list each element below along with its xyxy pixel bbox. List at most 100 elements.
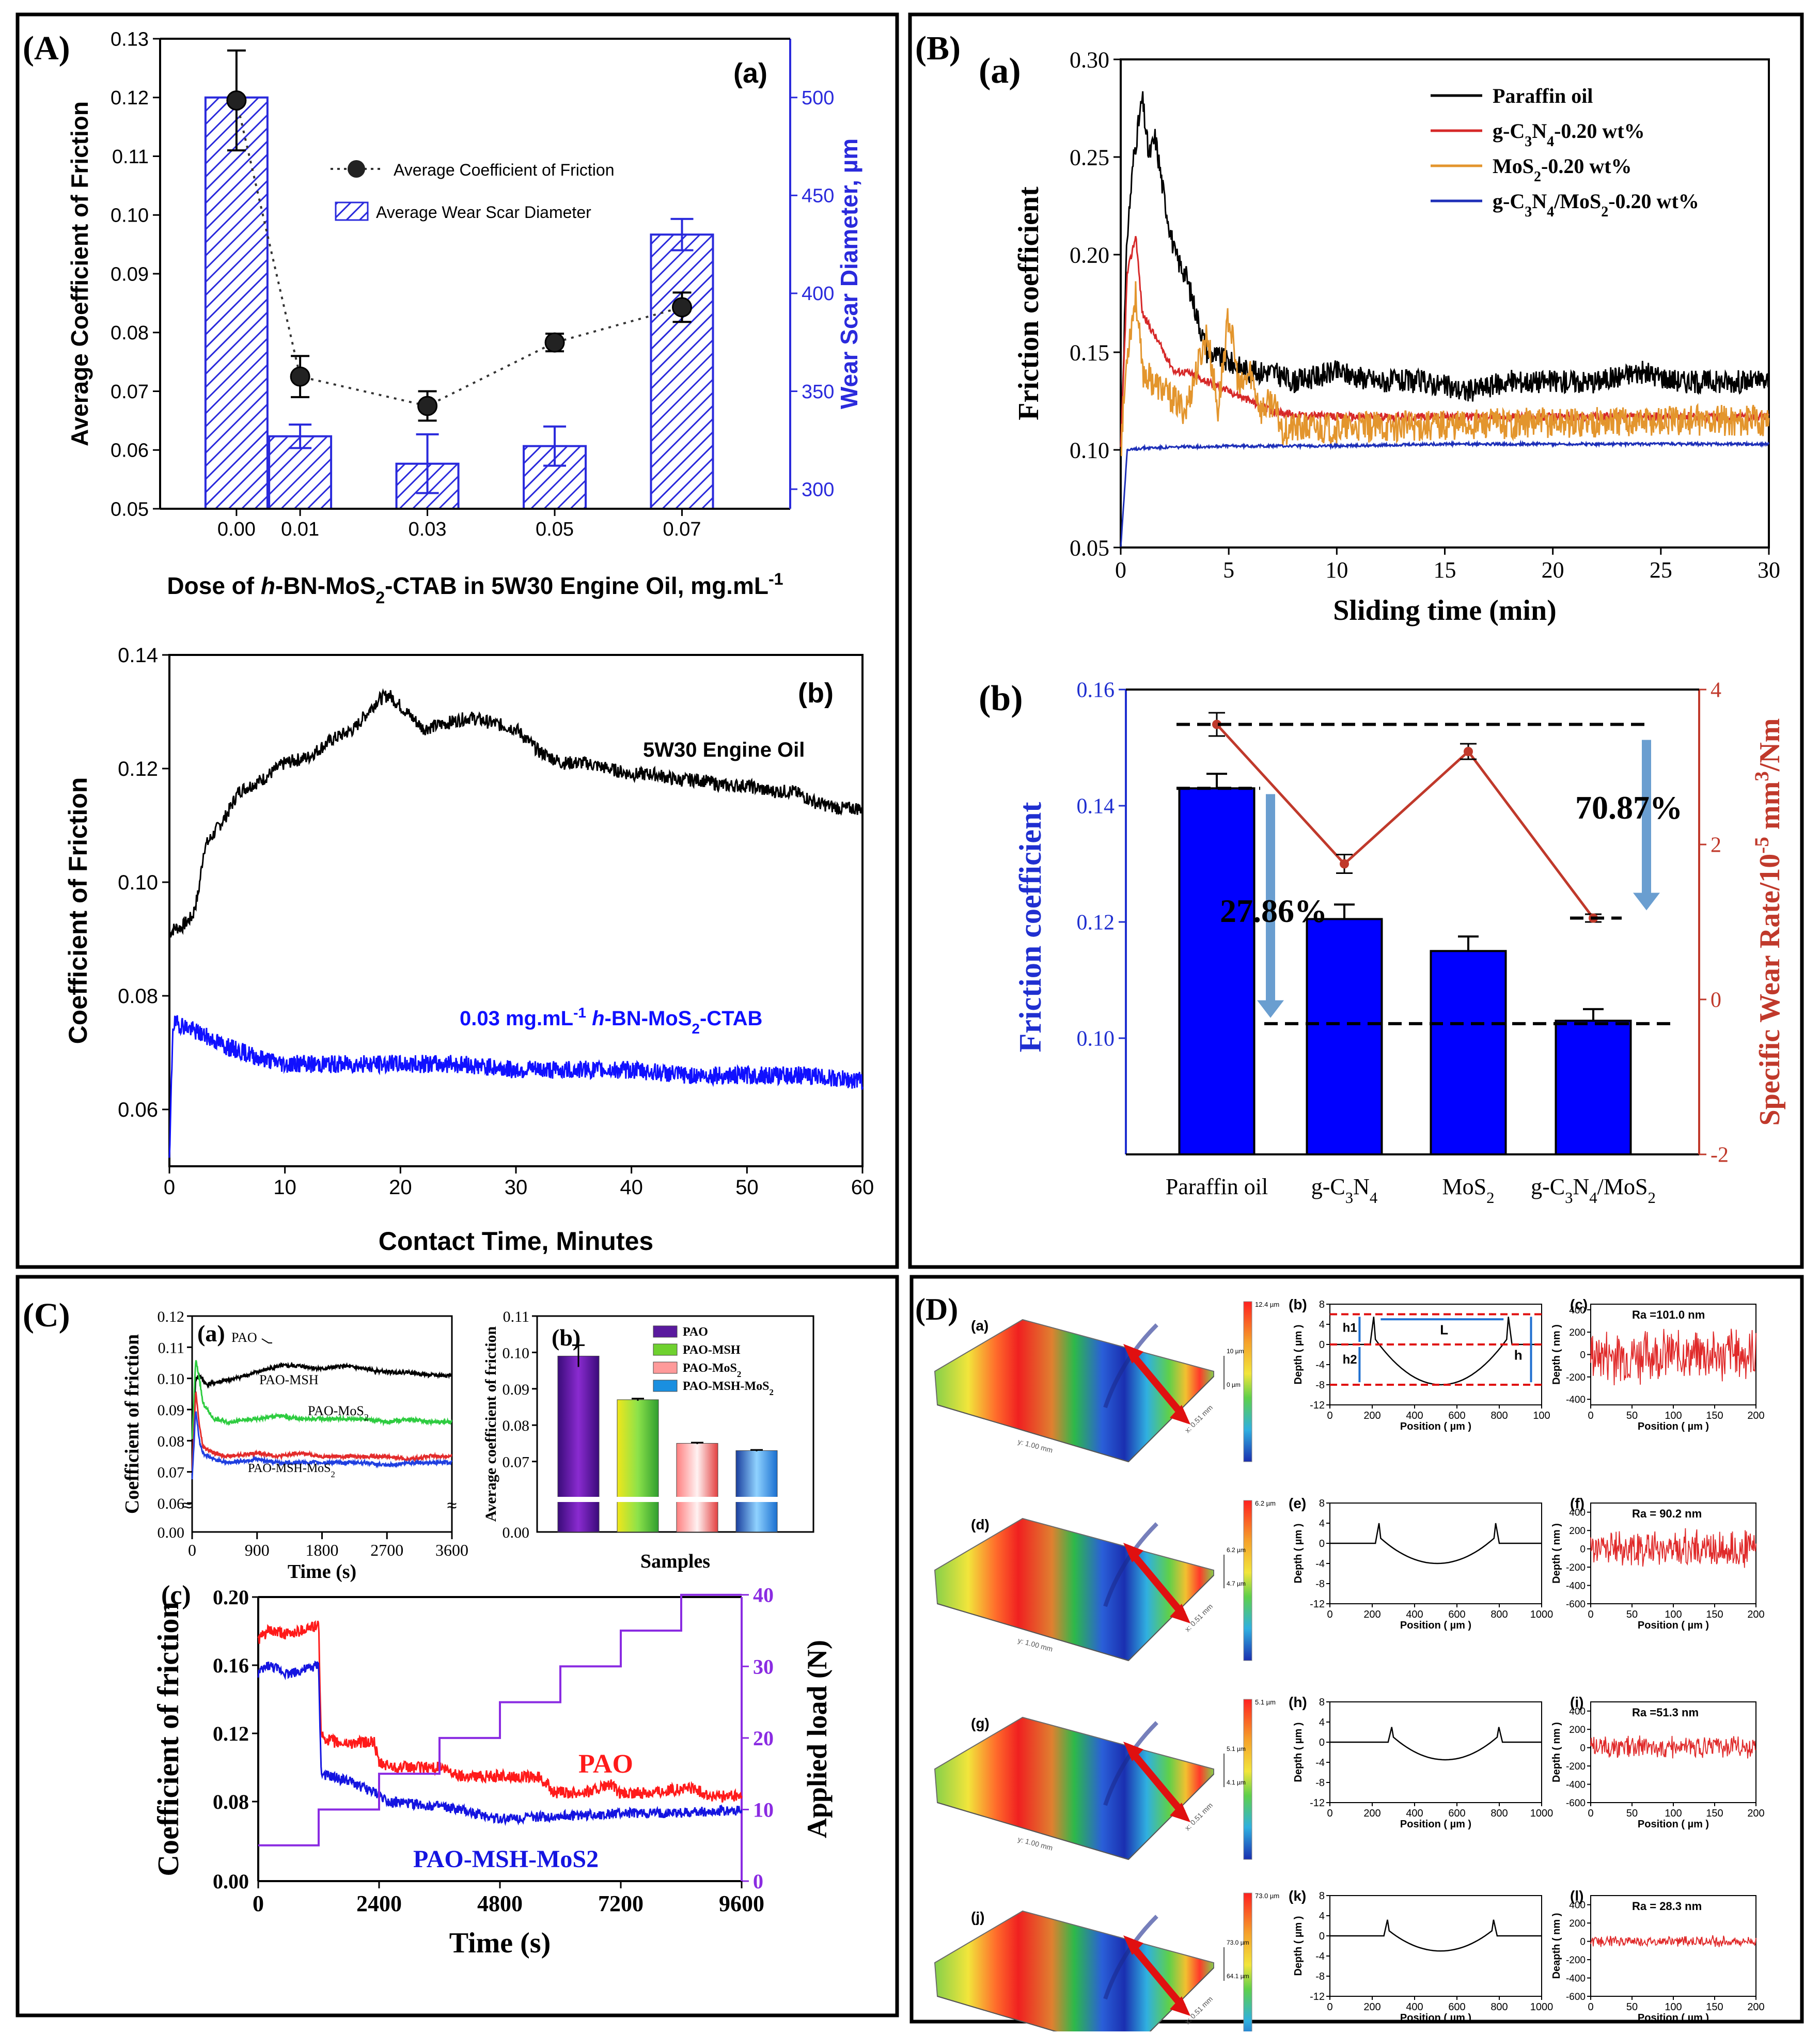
wear-direction-head <box>1170 1604 1190 1623</box>
label-part: 2 <box>692 1021 700 1037</box>
friction-bar <box>1178 787 1256 1155</box>
wear-marker <box>1464 747 1473 756</box>
wear-direction-arrow <box>1128 1942 1186 2009</box>
chart-A-b: 0.06 0.08 0.10 0.12 0.14 0 10 20 30 40 50 60 Contact… <box>64 644 874 1256</box>
axis-break-band <box>538 1497 812 1502</box>
y-tick-label: 500 <box>802 87 834 109</box>
x-tick-label: 0 <box>1327 2001 1332 2013</box>
series-label-pao: PAO <box>231 1330 257 1345</box>
roughness-line <box>1590 1735 1756 1759</box>
y-tick-label: -2 <box>1711 1144 1729 1167</box>
x-axis-label: Sliding time (min) <box>1333 594 1556 627</box>
x-tick-label: 800 <box>1490 1410 1508 1421</box>
roughness-label: (i) <box>1570 1694 1583 1710</box>
wear-direction-head <box>1170 1803 1190 1822</box>
y-tick-label: 8 <box>1319 1890 1325 1902</box>
x-axis-label: Samples <box>640 1551 710 1572</box>
label-part: 2 <box>364 1412 369 1422</box>
y-tick-label: 0.12 <box>111 87 149 109</box>
y-tick-label: 0 <box>1580 1544 1586 1555</box>
x-tick-label: 0 <box>253 1891 264 1916</box>
depth-profile-line <box>1330 1727 1542 1761</box>
label-part: 3 <box>1525 204 1532 220</box>
label-part: mm <box>1754 781 1786 837</box>
label-part: PAO-MSH <box>683 1343 741 1357</box>
y-tick-label: -200 <box>1566 1562 1586 1573</box>
x-tick-label: 400 <box>1406 1808 1423 1819</box>
series-line-1 <box>191 1362 453 1440</box>
y-tick-label: 0.10 <box>158 1371 185 1388</box>
axes-frame <box>1120 58 1770 549</box>
legend-swatch <box>653 1343 678 1356</box>
y-tick-label: 200 <box>1569 1526 1586 1537</box>
annotation-wear-reduction: 70.87% <box>1575 789 1683 826</box>
y-tick-label: -4 <box>1315 1359 1325 1371</box>
y-tick-label: -400 <box>1566 1581 1586 1592</box>
label-part: PAO-MoS <box>683 1362 737 1375</box>
series-line-1 <box>1120 91 1770 451</box>
label-part: 2 <box>375 588 385 607</box>
legend-label: g-C3N4/MoS2-0.20 wt% <box>1493 190 1699 220</box>
surface-label: (a) <box>971 1318 989 1334</box>
y-tick-label: -12 <box>1310 1991 1325 2002</box>
x-tick-label: 1800 <box>306 1541 339 1559</box>
surface-axis-x <box>1147 1967 1214 2034</box>
wear-direction-head <box>1170 1405 1190 1425</box>
label-part: -BN-MoS <box>605 1007 692 1030</box>
x-tick-label: 200 <box>1363 2001 1380 2013</box>
label-part: PAO-MSH-MoS <box>683 1380 770 1393</box>
y-tick-label: 0.09 <box>158 1402 185 1419</box>
x-tick-label: 0.01 <box>281 519 319 540</box>
x-axis-label: Position ( µm ) <box>1400 1421 1471 1432</box>
y-tick-label: 8 <box>1319 1299 1325 1310</box>
y-tick-label: 0.05 <box>1070 535 1109 560</box>
series-line-4 <box>1120 440 1770 547</box>
legend-label: Average Coefficient of Friction <box>394 161 614 179</box>
y-tick-label: 400 <box>1569 1707 1586 1717</box>
x-tick-label: 0 <box>1327 1808 1332 1819</box>
x-tick-label: 30 <box>505 1176 528 1199</box>
x-tick-label: 800 <box>1490 1808 1508 1819</box>
legend-label: PAO-MSH <box>683 1343 741 1357</box>
label-part: -1 <box>573 1005 586 1021</box>
label-part: g-C <box>1493 119 1525 143</box>
axes-frame <box>1329 1304 1542 1405</box>
y-tick-label: 4 <box>1319 1518 1325 1529</box>
legend-marker <box>348 160 365 178</box>
wear-direction-arrow <box>1128 1748 1186 1816</box>
y-tick-label: 0.08 <box>213 1790 249 1813</box>
x-tick-label: 4800 <box>477 1891 523 1916</box>
y-tick-label: 400 <box>1569 1508 1586 1519</box>
panel-a-label: (a) <box>197 1320 225 1347</box>
chart-C-b: 0.11 0.10 0.09 0.08 0.07 0.00 Samples Average c… <box>482 1308 814 1572</box>
y-tick-label: -600 <box>1566 1798 1586 1809</box>
surface-axis-x <box>1128 1774 1214 1860</box>
legend-swatch <box>653 1325 678 1338</box>
y-tick-label: 4 <box>1319 1911 1325 1922</box>
y-axis-right-label: Applied load (N) <box>802 1640 833 1838</box>
x-tick-label: 400 <box>1406 2001 1423 2013</box>
x-tick-label: 0.00 <box>217 519 256 540</box>
x-tick-label: 3600 <box>435 1541 468 1559</box>
label-part: 3 <box>1345 1189 1353 1207</box>
roughness-line <box>1590 1528 1756 1568</box>
y-tick-label: 400 <box>1569 1900 1586 1911</box>
profile-label: (k) <box>1289 1888 1306 1904</box>
x-tick-label: 0 <box>1588 1410 1593 1421</box>
y-tick-label: 0.13 <box>111 28 149 50</box>
surface-groove-shade <box>1103 1323 1158 1409</box>
y-tick-label: -200 <box>1566 1955 1586 1966</box>
label-part: h <box>592 1007 604 1030</box>
x-tick-label: 0.05 <box>536 519 574 540</box>
y-tick-label: 0.08 <box>111 322 149 344</box>
surface-groove-shade <box>1103 1721 1158 1806</box>
label-part: g-C <box>1493 190 1525 213</box>
label-part: 3 <box>1565 1189 1573 1207</box>
friction-bar <box>1430 950 1507 1155</box>
axes-frame <box>191 1315 453 1533</box>
label-pointer <box>261 1338 272 1343</box>
x-tick-label: 10 <box>273 1176 296 1199</box>
roughness-line <box>1590 1328 1756 1386</box>
